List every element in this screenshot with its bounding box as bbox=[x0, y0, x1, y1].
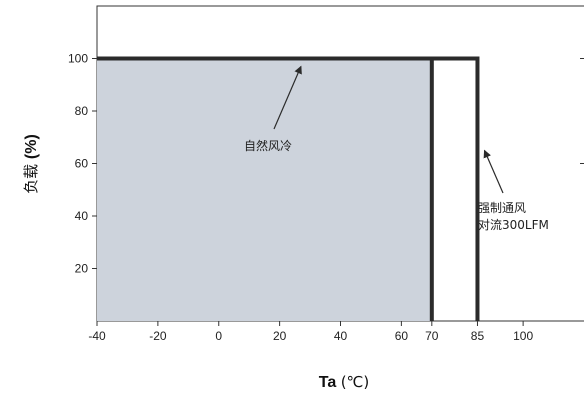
forced-air-arrow bbox=[483, 149, 504, 194]
natural-convection-label: 自然风冷 bbox=[244, 138, 292, 153]
y-tick-label: 100 bbox=[68, 52, 88, 66]
x-tick-label: 0 bbox=[215, 329, 222, 343]
x-tick-label: -20 bbox=[149, 329, 167, 343]
x-axis-label-main: Ta bbox=[319, 374, 341, 391]
x-axis-label-unit: (℃) bbox=[341, 373, 370, 391]
x-tick-label: 100 bbox=[513, 329, 533, 343]
x-tick-label: 20 bbox=[273, 329, 287, 343]
x-tick-label: 70 bbox=[425, 329, 439, 343]
y-tick-label: 40 bbox=[75, 209, 89, 223]
y-tick-label: 20 bbox=[75, 262, 89, 276]
x-axis-label: Ta (℃) bbox=[319, 373, 370, 391]
x-tick-label: 85 bbox=[471, 329, 485, 343]
natural-convection-arrow bbox=[273, 65, 302, 130]
forced-air-curve bbox=[97, 56, 480, 321]
y-axis-label: 负载 (%) bbox=[22, 134, 40, 194]
x-tick-label: -40 bbox=[88, 329, 106, 343]
y-tick-label: 80 bbox=[75, 104, 89, 118]
y-axis-label-main: 负载 bbox=[22, 159, 40, 194]
x-tick-label: 40 bbox=[334, 329, 348, 343]
natural-convection-area bbox=[97, 58, 432, 321]
forced-air-label-line: 对流300LFM bbox=[478, 218, 549, 232]
forced-air-label-line: 强制通风 bbox=[478, 201, 526, 215]
x-tick-label: 60 bbox=[395, 329, 409, 343]
y-tick-label: 60 bbox=[75, 157, 89, 171]
y-axis-label-unit: (%) bbox=[23, 134, 40, 159]
